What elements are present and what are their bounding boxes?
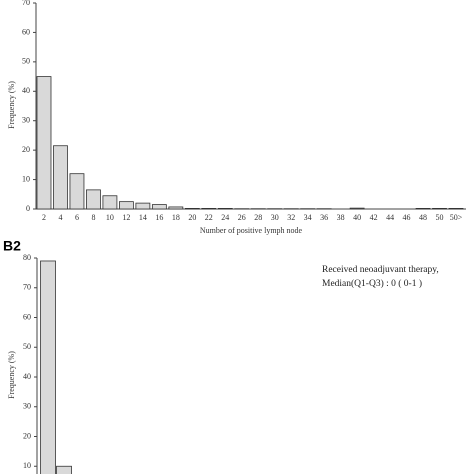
y-tick-label: 10 [22,174,30,183]
bar [36,76,52,210]
x-tick-label: 34 [304,213,312,222]
bar [349,207,365,210]
y-tick-label: 40 [22,86,30,95]
bar [135,202,151,210]
x-tick-label: 32 [287,213,295,222]
y-tick-label: 20 [22,145,30,154]
x-tick-label: 26 [238,213,246,222]
x-tick-label: 8 [91,213,95,222]
x-tick-label: 50 [436,213,444,222]
y-tick-label: 40 [23,372,31,381]
y-tick-label: 0 [26,204,30,213]
bar [151,204,167,210]
x-tick-label: 16 [155,213,163,222]
x-tick-label: 10 [106,213,114,222]
bar [53,145,68,210]
x-tick-label: 30 [271,213,279,222]
x-tick-label: 40 [353,213,361,222]
x-tick-label: 42 [370,213,378,222]
bar [168,206,184,210]
bar [217,208,233,210]
y-tick-label: 70 [22,0,30,7]
y-tick-label: 50 [22,57,30,66]
x-tick-label: 6 [75,213,79,222]
panel-label: B2 [3,238,21,254]
y-tick-label: 80 [23,253,31,262]
x-tick-label: 4 [58,213,62,222]
x-tick-label: 2 [42,213,46,222]
bar [56,465,72,474]
bar [448,208,464,210]
bar [86,189,101,210]
x-tick-label: 22 [205,213,213,222]
x-tick-label: 48 [419,213,427,222]
x-tick-label: 14 [139,213,147,222]
y-tick-label: 60 [22,27,30,36]
y-axis-label: Frequency (%) [7,351,16,399]
y-tick-label: 30 [23,402,31,411]
x-tick-label: 38 [337,213,345,222]
bar [69,173,85,210]
bar [184,208,200,210]
bar [432,208,447,210]
x-tick-label: 36 [320,213,328,222]
annotation: Median(Q1-Q3) : 0 ( 0-1 ) [322,278,422,289]
annotation: Received neoadjuvant therapy, [322,265,439,275]
bar [201,208,217,210]
bar [40,260,56,474]
y-tick-label: 30 [22,116,30,125]
x-tick-label: 44 [386,213,394,222]
x-tick-label: 24 [221,213,229,222]
y-tick-label: 10 [23,461,31,470]
bar [415,208,431,210]
bar [119,201,134,210]
x-tick-label: 46 [403,213,411,222]
y-tick-label: 70 [23,283,31,292]
y-tick-label: 60 [23,312,31,321]
x-tick-label: 28 [254,213,262,222]
y-tick-label: 20 [23,431,31,440]
x-tick-label: 12 [122,213,130,222]
x-tick-label: 20 [188,213,196,222]
x-axis-label: Number of positive lymph node [200,226,303,235]
x-tick-label: 50> [450,213,463,222]
y-tick-label: 50 [23,342,31,351]
bar [102,195,118,210]
x-tick-label: 18 [172,213,180,222]
y-axis-label: Frequency (%) [7,81,16,129]
